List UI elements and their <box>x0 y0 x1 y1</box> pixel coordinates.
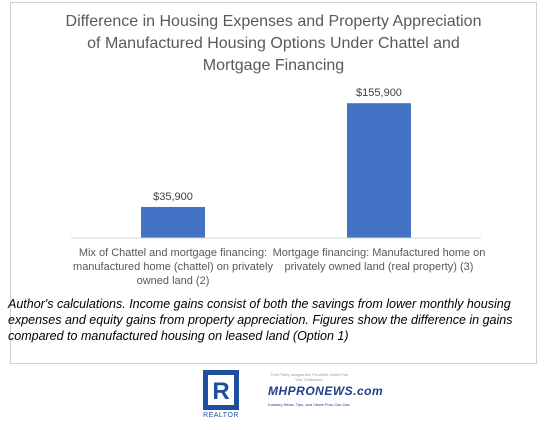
realtor-label: REALTOR <box>203 412 239 419</box>
data-label-2: $155,900 <box>356 87 402 99</box>
category-label-1-line-3: owned land (2) <box>137 275 210 287</box>
realtor-logo: R REALTOR <box>203 370 239 422</box>
category-label-2-line-2: privately owned land (real property) (3) <box>285 261 474 273</box>
chart-title: Difference in Housing Expenses and Prope… <box>65 13 482 74</box>
realtor-symbol: R <box>212 378 229 405</box>
bar-2 <box>347 103 411 238</box>
realtor-r-icon: R <box>203 370 239 410</box>
mhpro-tagline: Industry News, Tips, and Views Pros Can … <box>268 402 350 407</box>
mhpro-fair-use-note: Third Party Images Are Provided Under Fa… <box>270 372 348 382</box>
data-label-1: $35,900 <box>153 191 193 203</box>
chart-caption: Author's calculations. Income gains cons… <box>8 297 513 343</box>
category-label-1-line-2: manufactured home (chattel) on privately <box>73 261 273 273</box>
mhpro-name: MHPRONEWS.com <box>268 384 384 398</box>
chart-frame: Difference in Housing Expenses and Prope… <box>10 2 537 364</box>
bar-1 <box>141 206 205 238</box>
mhpro-logo: Third Party Images Are Provided Under Fa… <box>268 372 384 416</box>
category-label-2-line-1: Mortgage financing: Manufactured home on <box>273 247 486 259</box>
bar-chart: $35,900 Mix of Chattel and mortgage finan… <box>71 87 486 287</box>
category-label-1-line-1: Mix of Chattel and mortgage financing: <box>79 247 267 259</box>
